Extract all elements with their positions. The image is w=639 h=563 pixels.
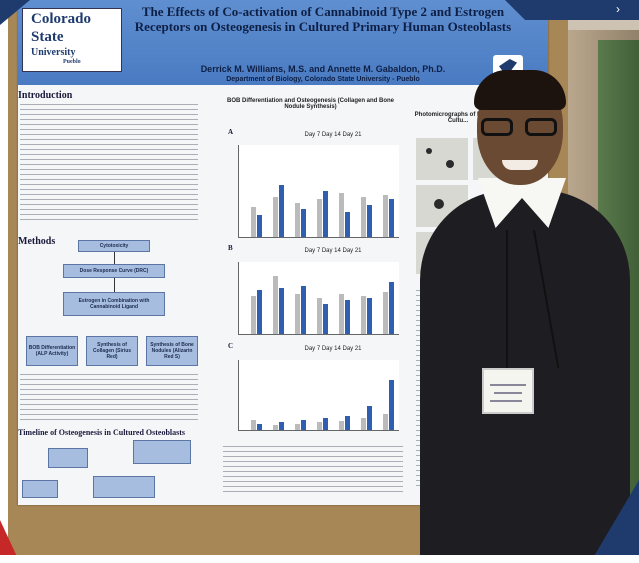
methods-caption: [20, 374, 198, 422]
bar: [361, 197, 366, 237]
flow-drc: Dose Response Curve (DRC): [63, 264, 165, 278]
chart-a: [238, 145, 399, 238]
bar: [367, 205, 372, 237]
methods-heading: Methods: [18, 236, 56, 247]
flow-arrow: [114, 252, 115, 264]
bar: [301, 286, 306, 334]
bar: [367, 406, 372, 430]
cell-dot: [446, 160, 454, 168]
flow-bob: BOB Differentiation (ALP Activity): [26, 336, 78, 366]
bar: [251, 207, 256, 237]
bar: [361, 296, 366, 334]
bar: [273, 425, 278, 430]
bar: [317, 298, 322, 334]
lens: [481, 118, 513, 136]
panel-a-legend: Day 7 Day 14 Day 21: [304, 132, 362, 138]
person-smile: [502, 160, 538, 170]
poster-authors: Derrick M. Williams, M.S. and Annette M.…: [200, 64, 446, 74]
cell-dot: [426, 148, 432, 154]
name-badge: [482, 368, 534, 414]
badge-text-line: [490, 400, 522, 402]
bar: [295, 294, 300, 334]
bottom-border: [0, 555, 639, 563]
bar: [323, 304, 328, 334]
lens: [525, 118, 557, 136]
timeline-box: [133, 440, 191, 464]
logo-line-4: Pueblo: [63, 59, 81, 65]
poster-department: Department of Biology, Colorado State Un…: [226, 76, 420, 83]
bar: [339, 421, 344, 430]
poster-banner: Colorado State University Pueblo The Eff…: [18, 0, 548, 85]
charts-header: BOB Differentiation and Osteogenesis (Co…: [226, 98, 395, 110]
bar: [339, 193, 344, 237]
micrograph-image: [416, 138, 468, 180]
figure-caption: [223, 446, 403, 496]
bar: [383, 292, 388, 334]
bar: [367, 298, 372, 334]
flow-arrow: [114, 278, 115, 292]
timeline-box: [22, 480, 58, 498]
badge-text-line: [490, 384, 526, 386]
bar: [389, 282, 394, 334]
bar: [301, 209, 306, 237]
logo-line-3: University: [31, 47, 76, 58]
bar: [323, 191, 328, 237]
bar: [323, 418, 328, 430]
bar: [295, 203, 300, 237]
bar: [317, 199, 322, 237]
bar: [251, 296, 256, 334]
bar: [389, 380, 394, 430]
person-hair: [474, 70, 566, 110]
bar: [257, 290, 262, 334]
bar: [361, 418, 366, 430]
poster-title: The Effects of Co-activation of Cannabin…: [134, 4, 512, 34]
panel-c-legend: Day 7 Day 14 Day 21: [304, 346, 362, 352]
bar: [383, 195, 388, 237]
bar: [251, 420, 256, 430]
bar: [279, 422, 284, 430]
flow-nodules: Synthesis of Bone Nodules (Alizarin Red …: [146, 336, 198, 366]
panel-b-label: B: [228, 244, 233, 252]
logo-line-1: Colorado: [31, 11, 91, 27]
lanyard: [506, 230, 508, 370]
bar: [273, 197, 278, 237]
bar: [273, 276, 278, 334]
intro-text: [20, 104, 198, 224]
cell-dot: [434, 199, 444, 209]
bar: [339, 294, 344, 334]
panel-a-label: A: [228, 128, 234, 136]
bar: [279, 288, 284, 334]
flow-collagen: Synthesis of Collagen (Sirius Red): [86, 336, 138, 366]
bar: [389, 199, 394, 237]
bar: [301, 420, 306, 430]
bar: [257, 424, 262, 430]
bar: [345, 212, 350, 237]
flow-estrogen: Estrogen in Combination with Cannabinoid…: [63, 292, 165, 316]
bar: [345, 416, 350, 430]
micrographs-heading: Photomicrographs of Mi... Cell Cultu...: [414, 112, 502, 124]
bar: [345, 300, 350, 334]
badge-text-line: [494, 392, 522, 394]
intro-heading: Introduction: [18, 90, 73, 101]
timeline-box: [48, 448, 88, 468]
bar: [295, 424, 300, 430]
flow-cytotoxicity: Cytotoxicity: [78, 240, 150, 252]
chart-c: [238, 360, 399, 431]
frame-corner: [505, 0, 639, 20]
bar: [383, 414, 388, 430]
university-logo: Colorado State University Pueblo: [22, 8, 122, 72]
logo-line-2: State: [31, 29, 64, 45]
bar: [279, 185, 284, 237]
panel-b-legend: Day 7 Day 14 Day 21: [304, 248, 362, 254]
bar: [317, 422, 322, 430]
bar: [257, 215, 262, 237]
chart-b: [238, 262, 399, 335]
chevron-right-icon: ›: [616, 2, 620, 16]
panel-c-label: C: [228, 342, 234, 350]
timeline-box: [93, 476, 155, 498]
glasses-icon: [481, 118, 561, 138]
timeline-heading: Timeline of Osteogenesis in Cultured Ost…: [18, 428, 186, 437]
